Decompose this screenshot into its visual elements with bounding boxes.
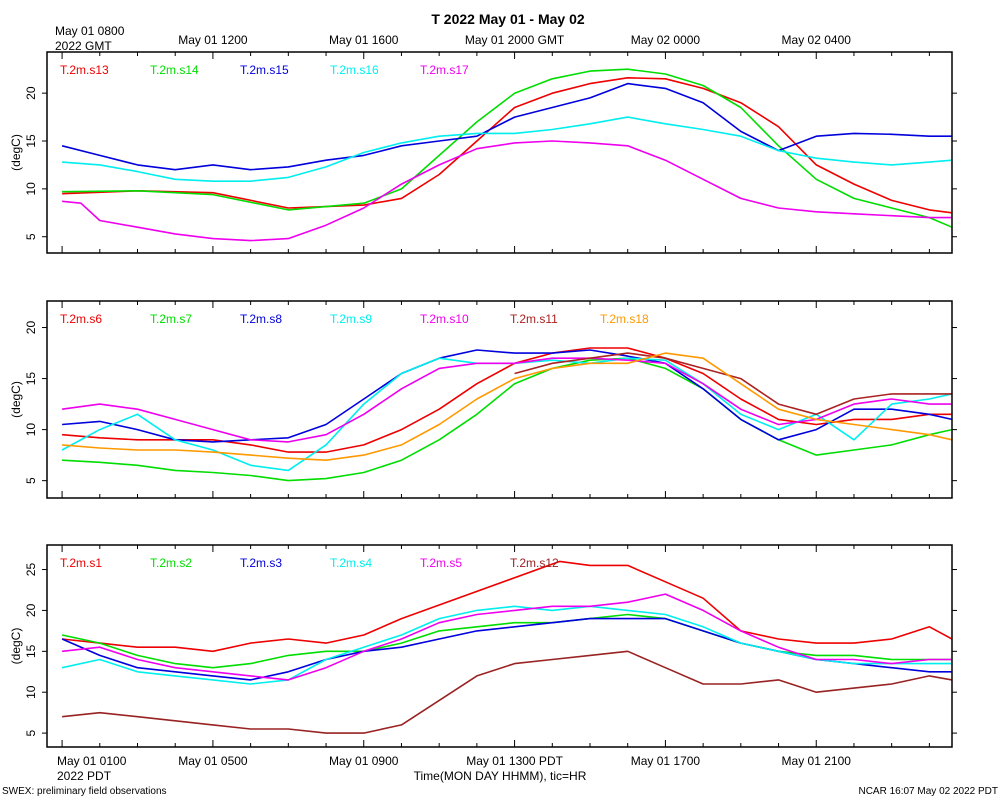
y-tick-label: 10 <box>24 423 38 437</box>
y-tick-label: 5 <box>24 233 38 240</box>
panel-frame <box>46 51 953 254</box>
legend-label: T.2m.s7 <box>150 312 192 326</box>
footer-left-note: SWEX: preliminary field observations <box>2 786 167 797</box>
legend-label: T.2m.s16 <box>330 63 379 77</box>
y-axis-label: (degC) <box>9 134 23 171</box>
legend-label: T.2m.s11 <box>510 312 558 326</box>
series-line-T.2m.s4 <box>61 605 952 685</box>
legend-label: T.2m.s10 <box>420 312 469 326</box>
series-line-T.2m.s12 <box>62 650 952 734</box>
plot-area: May 01 1200 May 01 1600 May 01 2000 GMT May… <box>9 33 957 768</box>
legend-label: T.2m.s17 <box>420 63 469 77</box>
panel-1: 5 10 15 20 (degC) T.2m.s13 T.2m.s14 T.2m.s15 T.2… <box>9 51 957 254</box>
legend-label: T.2m.s3 <box>240 556 282 570</box>
bottom-axis-first-sublabel: 2022 PDT <box>57 769 112 783</box>
y-tick-label: 15 <box>24 134 38 148</box>
legend-label: T.2m.s9 <box>330 312 372 326</box>
y-tick-label: 20 <box>24 321 38 335</box>
y-tick-label: 15 <box>24 372 38 386</box>
legend-label: T.2m.s6 <box>60 312 102 326</box>
y-tick-label: 10 <box>24 685 38 699</box>
legend-label: T.2m.s18 <box>600 312 649 326</box>
y-tick-label: 20 <box>24 603 38 617</box>
series-line-T.2m.s18 <box>62 352 952 461</box>
bottom-axis-tick-label: May 01 0900 <box>329 754 399 768</box>
series-line-T.2m.s8 <box>62 349 952 443</box>
series-line-T.2m.s11 <box>514 352 952 416</box>
series-line-T.2m.s9 <box>61 357 952 472</box>
bottom-axis-tick-label: May 01 2100 <box>782 754 852 768</box>
panel-frame <box>46 544 953 748</box>
top-axis-tick-label: May 01 2000 GMT <box>465 33 565 47</box>
panel-3: 5 10 15 20 25 (degC) T.2m.s1 T.2m.s2 T.2m.s3 T.2m… <box>9 544 957 748</box>
y-tick-label: 5 <box>24 477 38 484</box>
top-axis-tick-label: May 02 0000 <box>631 33 701 47</box>
series-line-T.2m.s14 <box>62 68 952 228</box>
y-axis-label: (degC) <box>9 628 23 665</box>
series-line-T.2m.s2 <box>61 613 952 669</box>
series-line-T.2m.s17 <box>62 140 952 242</box>
legend-label: T.2m.s12 <box>510 556 559 570</box>
top-axis-first-sublabel: 2022 GMT <box>55 39 112 53</box>
chart-title: T 2022 May 01 - May 02 <box>431 11 585 27</box>
legend-label: T.2m.s1 <box>60 556 102 570</box>
legend-label: T.2m.s5 <box>420 556 462 570</box>
series-line-T.2m.s1 <box>62 560 952 653</box>
legend-label: T.2m.s8 <box>240 312 282 326</box>
legend-label: T.2m.s14 <box>150 63 199 77</box>
legend-label: T.2m.s4 <box>330 556 372 570</box>
panel-2: 5 10 15 20 (degC) T.2m.s6 T.2m.s7 T.2m.s8 T.2m.s… <box>9 300 957 499</box>
top-axis-tick-label: May 01 1200 <box>178 33 248 47</box>
panel-frame <box>46 300 953 499</box>
top-axis-tick-label: May 02 0400 <box>782 33 852 47</box>
y-tick-label: 20 <box>24 86 38 100</box>
top-axis-first-label: May 01 0800 <box>55 24 125 38</box>
bottom-axis-tick-label: May 01 1300 PDT <box>466 754 563 768</box>
y-tick-label: 10 <box>24 182 38 196</box>
bottom-axis-tick-label: May 01 1700 <box>631 754 701 768</box>
series-line-T.2m.s10 <box>61 357 952 443</box>
y-tick-label: 15 <box>24 644 38 658</box>
series-line-T.2m.s7 <box>62 357 952 482</box>
bottom-axis-tick-label: May 01 0500 <box>178 754 248 768</box>
legend-label: T.2m.s2 <box>150 556 192 570</box>
y-tick-label: 5 <box>24 729 38 736</box>
series-line-T.2m.s15 <box>61 82 952 171</box>
legend-label: T.2m.s13 <box>60 63 109 77</box>
footer-right-note: NCAR 16:07 May 02 2022 PDT <box>858 786 998 797</box>
legend-label: T.2m.s15 <box>240 63 289 77</box>
series-line-T.2m.s16 <box>62 116 952 182</box>
y-axis-label: (degC) <box>9 381 23 418</box>
series-line-T.2m.s5 <box>62 593 952 681</box>
top-axis-tick-label: May 01 1600 <box>329 33 399 47</box>
y-tick-label: 25 <box>24 563 38 577</box>
x-axis-title: Time(MON DAY HHMM), tic=HR <box>414 769 587 783</box>
bottom-axis-first-label: May 01 0100 <box>57 754 127 768</box>
